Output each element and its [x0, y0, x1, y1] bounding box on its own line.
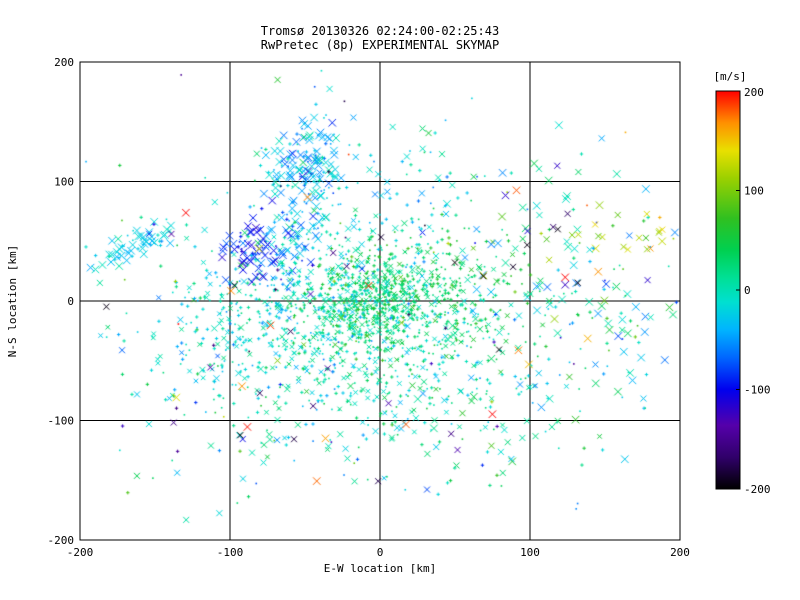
plot-subtitle: RwPretec (8p) EXPERIMENTAL SKYMAP — [261, 38, 499, 52]
x-axis-label: E-W location [km] — [324, 562, 437, 575]
y-axis-ticks: 200 100 0 -100 -200 — [48, 56, 75, 547]
y-tick-label: -200 — [48, 534, 75, 547]
x-tick-label: 0 — [377, 546, 384, 559]
y-tick-label: -100 — [48, 415, 75, 428]
x-tick-label: -100 — [217, 546, 244, 559]
y-tick-label: 200 — [54, 56, 74, 69]
colorbar: [m/s] 200 100 0 -100 -200 — [713, 70, 770, 496]
colorbar-units-label: [m/s] — [713, 70, 746, 83]
y-tick-label: 100 — [54, 176, 74, 189]
grid-lines — [80, 62, 680, 540]
colorbar-tick-label: -200 — [744, 483, 771, 496]
x-tick-label: 200 — [670, 546, 690, 559]
colorbar-tick-label: 200 — [744, 86, 764, 99]
y-tick-label: 0 — [67, 295, 74, 308]
x-axis-ticks: -200 -100 0 100 200 — [67, 546, 690, 559]
colorbar-tick-label: 0 — [744, 284, 751, 297]
plot-title: Tromsø 20130326 02:24:00-02:25:43 — [261, 24, 499, 38]
x-tick-label: 100 — [520, 546, 540, 559]
y-axis-label: N-S location [km] — [6, 245, 19, 358]
x-tick-label: -200 — [67, 546, 94, 559]
colorbar-tick-label: 100 — [744, 185, 764, 198]
colorbar-tick-label: -100 — [744, 384, 771, 397]
